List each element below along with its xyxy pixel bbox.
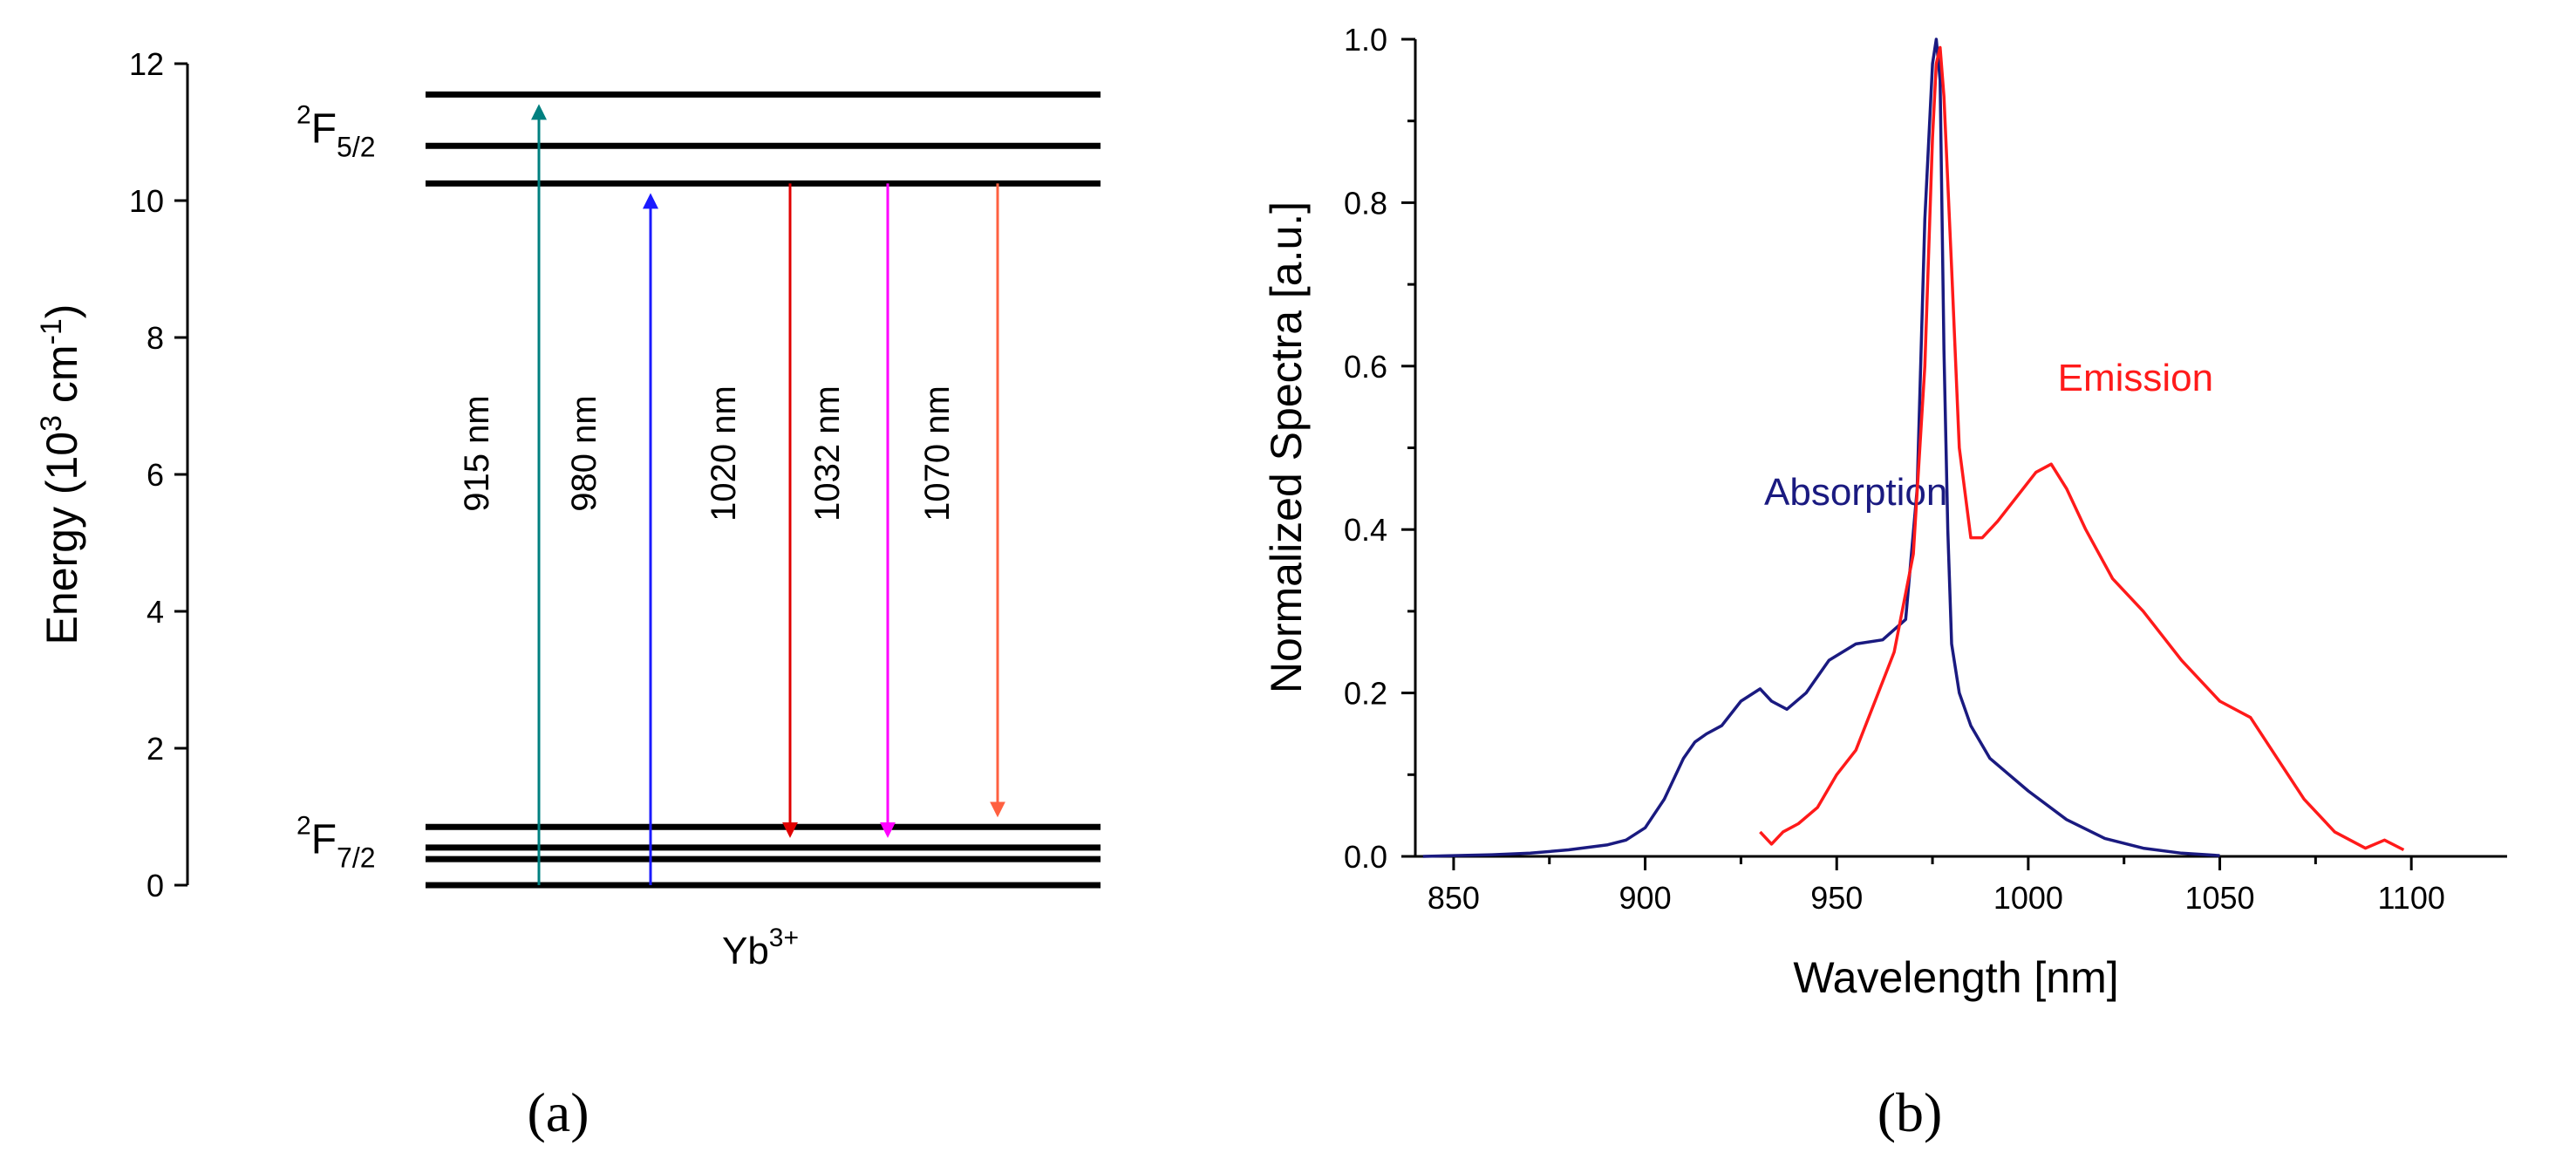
spectra-y-tick-label: 0.2 (1344, 676, 1387, 712)
ion-label: Yb3+ (722, 924, 799, 972)
spectra-x-tick-label: 1050 (2184, 880, 2254, 916)
manifold-term-label: 2F7/2 (296, 811, 376, 873)
spectra-y-tick-label: 1.0 (1344, 22, 1387, 58)
spectra-y-tick-label: 0.0 (1344, 839, 1387, 875)
panel-label-a: (a) (527, 1081, 589, 1143)
spectra-y-axis-title: Normalized Spectra [a.u.] (1262, 201, 1311, 693)
energy-y-ticks: 0 2 4 6 8 10 12 (129, 46, 187, 903)
spectra-y-tick-label: 0.4 (1344, 512, 1387, 548)
energy-y-tick-label: 10 (129, 183, 164, 219)
energy-y-tick-label: 2 (147, 731, 164, 767)
energy-levels (426, 91, 1101, 889)
manifold-term-labels: 2F5/2 2F7/2 (296, 100, 376, 873)
spectra-y-tick-label: 0.6 (1344, 349, 1387, 385)
spectrum-line-absorption (1422, 37, 2220, 858)
energy-y-tick-label: 8 (147, 320, 164, 356)
spectra-x-axis-title: Wavelength [nm] (1793, 953, 2118, 1002)
transition-label: 915 nm (458, 395, 496, 511)
spectra-chart: 0.0 0.2 0.4 0.6 0.8 1.0 850 900 950 1000 1050 1100… (1262, 22, 2507, 1002)
energy-level-diagram: 0 2 4 6 8 10 12 Energy (103 cm-1) 2F5/2 2F7/2 9… (35, 46, 1101, 972)
spectra-y-ticks: 0.0 0.2 0.4 0.6 0.8 1.0 (1344, 22, 1415, 875)
manifold-term-label: 2F5/2 (296, 100, 376, 162)
energy-y-tick-label: 12 (129, 46, 164, 82)
spectrum-line-emission (1759, 45, 2405, 852)
energy-y-tick-label: 0 (147, 868, 164, 903)
energy-y-tick-label: 4 (147, 594, 164, 630)
transition-label: 1032 nm (808, 385, 847, 522)
spectra-y-tick-label: 0.8 (1344, 185, 1387, 221)
series-label-absorption: Absorption (1764, 471, 1947, 514)
series-label-emission: Emission (2058, 357, 2214, 399)
spectra-x-tick-label: 1100 (2377, 880, 2444, 916)
spectra-x-tick-label: 1000 (1993, 880, 2063, 916)
spectra-x-tick-label: 900 (1619, 880, 1672, 916)
spectra-series: Absorption Emission (1422, 37, 2405, 858)
spectra-x-tick-label: 850 (1428, 880, 1480, 916)
energy-y-tick-label: 6 (147, 457, 164, 493)
energy-y-axis-title: Energy (103 cm-1) (35, 304, 86, 645)
transition-arrows: 915 nm 980 nm 1020 nm 1032 nm 1070 nm (458, 104, 1005, 885)
panel-label-b: (b) (1877, 1081, 1943, 1143)
transition-label: 1070 nm (918, 385, 957, 522)
spectra-x-ticks: 850 900 950 1000 1050 1100 (1428, 856, 2445, 916)
transition-label: 980 nm (565, 395, 603, 511)
spectra-x-tick-label: 950 (1810, 880, 1863, 916)
transition-label: 1020 nm (705, 385, 743, 522)
